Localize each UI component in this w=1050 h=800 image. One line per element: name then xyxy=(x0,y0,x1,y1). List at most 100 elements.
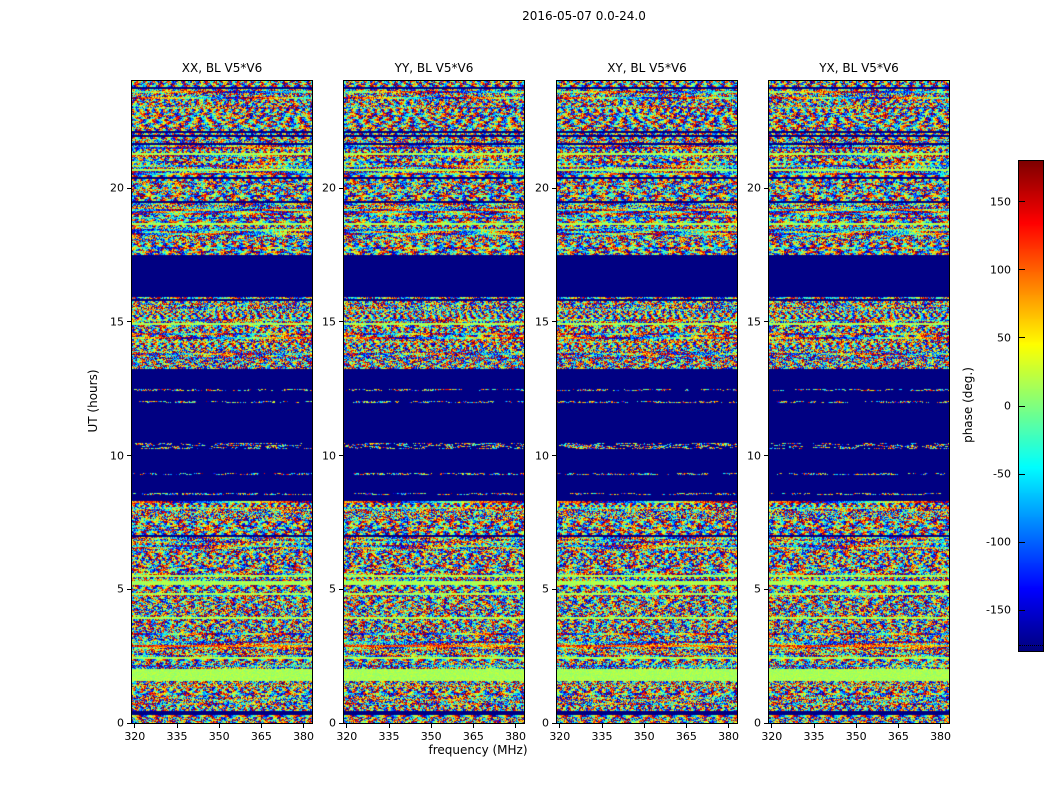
colorbar-tick-mark xyxy=(1019,269,1025,271)
x-tick-label: 365 xyxy=(887,730,909,743)
x-tick-mark xyxy=(643,724,645,728)
y-tick-mark xyxy=(127,588,131,590)
phase-heatmap-canvas xyxy=(344,81,524,723)
x-tick-label: 380 xyxy=(505,730,527,743)
x-tick-label: 380 xyxy=(293,730,315,743)
y-tick-label: 0 xyxy=(754,716,761,730)
x-tick-mark xyxy=(813,724,815,728)
y-tick-mark xyxy=(339,321,343,323)
x-tick-mark xyxy=(218,724,220,728)
x-tick-mark xyxy=(897,724,899,728)
x-tick-mark xyxy=(388,724,390,728)
colorbar-tick-label: 0 xyxy=(1004,399,1011,413)
y-tick-label: 20 xyxy=(747,181,761,195)
panel-yy: YY, BL V5*V6 xyxy=(343,61,525,724)
y-tick-mark xyxy=(339,187,343,189)
y-axis-label: UT (hours) xyxy=(86,369,100,433)
x-tick-label: 365 xyxy=(462,730,484,743)
colorbar-tick-label: -50 xyxy=(993,467,1011,481)
x-tick-mark xyxy=(472,724,474,728)
x-tick-label: 380 xyxy=(718,730,740,743)
colorbar-dotted-mark xyxy=(1019,645,1043,646)
x-tick-label: 365 xyxy=(250,730,272,743)
x-tick-label: 335 xyxy=(591,730,613,743)
x-tick-label: 350 xyxy=(208,730,230,743)
y-tick-label: 5 xyxy=(117,582,124,596)
panel-yx: YX, BL V5*V6 xyxy=(768,61,950,724)
x-tick-label: 320 xyxy=(761,730,783,743)
y-tick-mark xyxy=(339,588,343,590)
colorbar-tick-mark xyxy=(1019,405,1025,407)
y-tick-label: 5 xyxy=(754,582,761,596)
colorbar-tick-label: 150 xyxy=(990,195,1011,209)
x-tick-mark xyxy=(771,724,773,728)
x-axis-label: frequency (MHz) xyxy=(428,743,528,757)
x-tick-label: 350 xyxy=(420,730,442,743)
colorbar-tick-mark xyxy=(1019,337,1025,339)
colorbar-tick-mark xyxy=(1019,541,1025,543)
x-tick-mark xyxy=(515,724,517,728)
y-tick-label: 10 xyxy=(747,449,761,462)
y-tick-label: 15 xyxy=(535,315,549,329)
y-tick-mark xyxy=(339,722,343,724)
colorbar-tick-mark xyxy=(1019,609,1025,611)
x-tick-mark xyxy=(601,724,603,728)
x-tick-mark xyxy=(728,724,730,728)
y-tick-mark xyxy=(552,321,556,323)
colorbar-tick-label: 50 xyxy=(997,331,1011,345)
phase-heatmap-canvas xyxy=(557,81,737,723)
x-tick-label: 365 xyxy=(675,730,697,743)
y-tick-label: 15 xyxy=(110,315,124,329)
x-tick-mark xyxy=(176,724,178,728)
colorbar-tick-label: -150 xyxy=(986,603,1011,617)
phase-heatmap-canvas xyxy=(769,81,949,723)
y-tick-mark xyxy=(552,722,556,724)
y-tick-mark xyxy=(127,455,131,456)
y-tick-label: 20 xyxy=(110,181,124,195)
x-tick-mark xyxy=(940,724,942,728)
x-tick-label: 335 xyxy=(166,730,188,743)
y-tick-mark xyxy=(552,588,556,590)
x-tick-label: 380 xyxy=(930,730,952,743)
y-tick-label: 20 xyxy=(322,181,336,195)
y-tick-label: 0 xyxy=(117,716,124,730)
y-tick-label: 0 xyxy=(329,716,336,730)
colorbar-tick-label: 100 xyxy=(990,263,1011,277)
x-tick-mark xyxy=(134,724,136,728)
y-tick-label: 5 xyxy=(542,582,549,596)
y-tick-mark xyxy=(339,455,343,456)
panel-title: YY, BL V5*V6 xyxy=(394,61,474,75)
x-tick-label: 320 xyxy=(549,730,571,743)
y-tick-mark xyxy=(552,187,556,189)
y-tick-mark xyxy=(764,722,768,724)
x-tick-label: 350 xyxy=(845,730,867,743)
figure-title: 2016-05-07 0.0-24.0 xyxy=(522,9,646,23)
y-tick-mark xyxy=(764,455,768,456)
phase-heatmap-canvas xyxy=(132,81,312,723)
y-tick-mark xyxy=(764,187,768,189)
y-tick-mark xyxy=(127,722,131,724)
y-tick-label: 15 xyxy=(322,315,336,329)
y-tick-label: 0 xyxy=(542,716,549,730)
y-tick-label: 10 xyxy=(535,449,549,462)
panel-xx: XX, BL V5*V6 xyxy=(131,61,313,724)
y-tick-mark xyxy=(127,187,131,189)
x-tick-label: 335 xyxy=(378,730,400,743)
colorbar-tick-label: -100 xyxy=(986,535,1011,549)
x-tick-mark xyxy=(346,724,348,728)
y-tick-label: 15 xyxy=(747,315,761,329)
panel-title: XY, BL V5*V6 xyxy=(607,61,687,75)
x-tick-mark xyxy=(559,724,561,728)
x-tick-mark xyxy=(855,724,857,728)
x-tick-label: 335 xyxy=(803,730,825,743)
x-tick-label: 320 xyxy=(124,730,146,743)
panel-title: XX, BL V5*V6 xyxy=(181,61,263,75)
y-tick-label: 10 xyxy=(322,449,336,462)
x-tick-label: 320 xyxy=(336,730,358,743)
x-tick-mark xyxy=(685,724,687,728)
y-tick-mark xyxy=(764,588,768,590)
y-tick-label: 5 xyxy=(329,582,336,596)
colorbar-tick-mark xyxy=(1019,473,1025,475)
colorbar-tick-mark xyxy=(1019,201,1025,203)
